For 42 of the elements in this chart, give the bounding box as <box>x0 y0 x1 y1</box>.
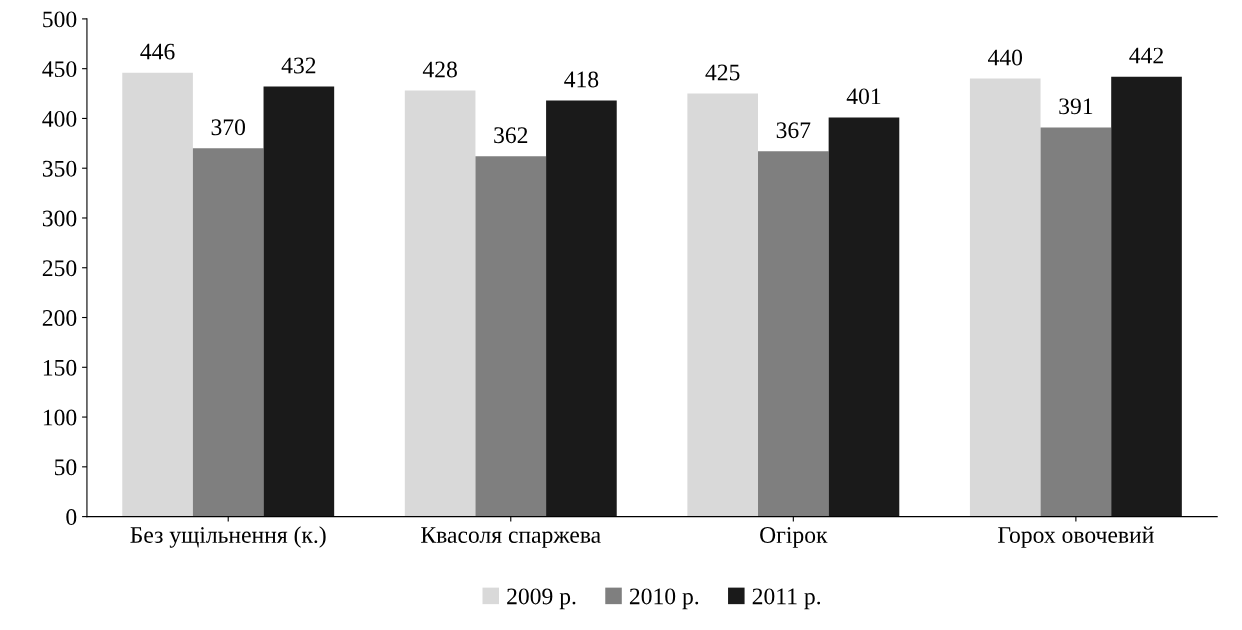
bar <box>122 72 193 517</box>
y-tick-label: 150 <box>43 359 77 376</box>
data-label: 362 <box>494 127 528 144</box>
data-label: 432 <box>281 57 316 74</box>
bar <box>546 100 617 517</box>
y-tick-label: 500 <box>43 11 77 28</box>
y-tick-label: 450 <box>42 61 77 78</box>
data-label: 440 <box>988 49 1023 66</box>
bar <box>192 148 264 517</box>
y-tick-label: 100 <box>43 409 77 426</box>
data-label: 367 <box>776 122 811 139</box>
data-label: 401 <box>846 88 881 105</box>
data-label: 418 <box>564 71 599 88</box>
x-tick-label: Горох овочевий <box>998 526 1154 548</box>
x-tick-label: Огірок <box>760 527 828 548</box>
y-tick-label: 200 <box>42 310 77 326</box>
data-label: 391 <box>1059 98 1093 115</box>
bar <box>969 78 1041 517</box>
bar <box>1111 76 1182 517</box>
bar <box>758 151 829 517</box>
y-tick-label: 400 <box>42 110 77 127</box>
y-tick-label: 50 <box>54 459 77 476</box>
x-tick-label: Без ущільнення (к.) <box>130 526 326 548</box>
bar <box>828 117 900 517</box>
data-label: 428 <box>422 61 457 78</box>
y-tick-label: 350 <box>42 160 77 177</box>
bar <box>263 86 335 517</box>
legend-label: 2009 р. <box>507 588 576 610</box>
bar <box>687 93 759 517</box>
data-label: 446 <box>140 43 175 60</box>
bar <box>475 156 547 517</box>
legend-label: 2010 р. <box>629 588 699 610</box>
legend-label: 2011 р. <box>752 588 821 610</box>
data-label: 425 <box>705 64 740 81</box>
x-tick-label: Квасоля спаржева <box>421 527 601 548</box>
bar <box>404 90 476 517</box>
y-tick-label: 250 <box>42 260 77 277</box>
y-tick-label: 300 <box>42 210 77 227</box>
data-label: 442 <box>1129 47 1163 64</box>
bar <box>1040 127 1112 517</box>
data-label: 370 <box>211 119 246 136</box>
y-tick-label: 0 <box>66 509 77 526</box>
